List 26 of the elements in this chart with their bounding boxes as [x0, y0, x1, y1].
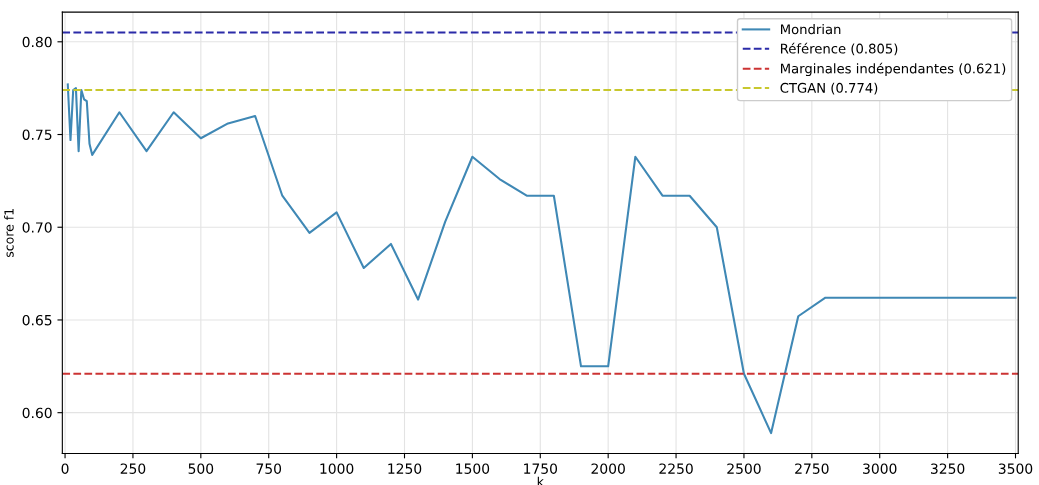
- x-tick-label: 1000: [320, 463, 354, 474]
- x-tick-label: 3000: [863, 463, 897, 474]
- y-tick-label: 0.75: [22, 129, 52, 140]
- x-tick-label: 3500: [998, 463, 1033, 474]
- x-tick-label: 0: [61, 463, 69, 474]
- x-tick-label: 1250: [388, 463, 422, 474]
- y-tick-label: 0.60: [22, 407, 52, 419]
- x-tick-label: 2750: [795, 463, 829, 474]
- legend-label: Référence (0.805): [781, 42, 898, 56]
- x-tick-label: 2000: [591, 463, 625, 474]
- x-tick-label: 750: [256, 463, 282, 474]
- line-series: [66, 83, 1017, 435]
- y-tick-label: 0.70: [22, 222, 52, 233]
- legend-label: Mondrian: [781, 24, 841, 35]
- x-tick-label: 1750: [524, 463, 558, 474]
- y-tick-label: 0.80: [22, 36, 52, 48]
- x-tick-label: 1500: [456, 463, 490, 474]
- ref-line-label: CTGAN (0.774): [780, 82, 878, 95]
- y-tick-label: 0.65: [22, 314, 52, 326]
- x-tick-label: 500: [188, 463, 214, 474]
- x-tick-label: 2500: [727, 463, 761, 474]
- x-tick-label: 3250: [931, 463, 965, 474]
- x-tick-label: 2250: [659, 463, 693, 474]
- y-axis-title: score f1: [4, 209, 14, 258]
- legend-label: Marginales indépendantes (0.621): [781, 62, 1006, 77]
- x-tick-label: 250: [120, 463, 146, 474]
